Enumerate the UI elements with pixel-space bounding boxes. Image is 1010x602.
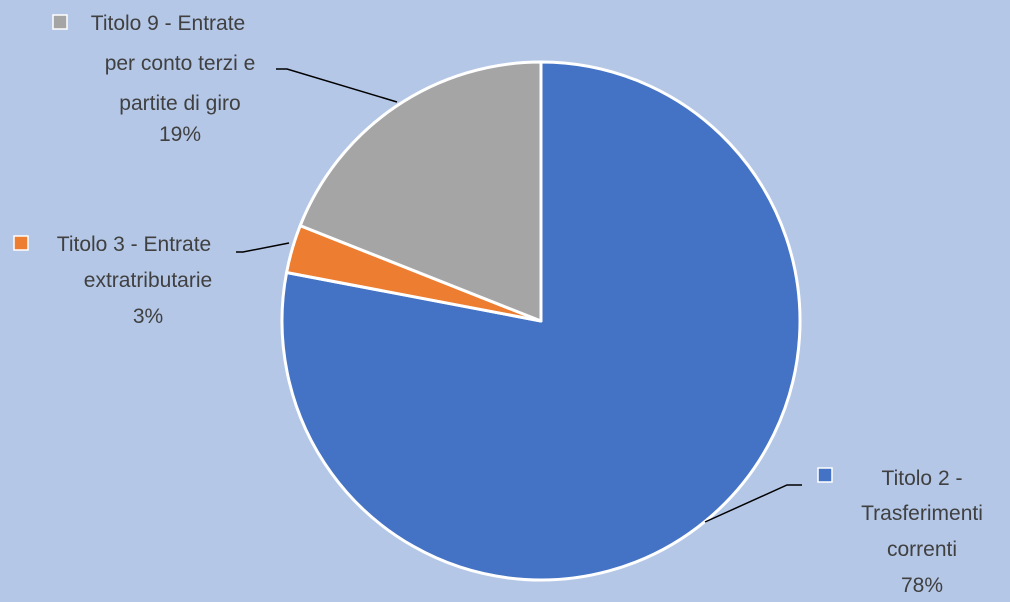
label-line: Trasferimenti bbox=[861, 502, 983, 525]
label-line: extratributarie bbox=[84, 269, 212, 292]
pie-slices bbox=[280, 60, 802, 582]
label-line: correnti bbox=[887, 538, 957, 561]
leader-line-titolo-3 bbox=[236, 242, 290, 253]
leader-line-titolo-2 bbox=[704, 484, 802, 523]
label-line: Titolo 9 - Entrate bbox=[91, 12, 245, 35]
data-label-titolo-3: Titolo 3 - Entrate extratributarie 3% bbox=[13, 233, 212, 328]
data-labels: Titolo 9 - Entrate per conto terzi e par… bbox=[13, 12, 983, 597]
leader-lines bbox=[236, 68, 802, 523]
legend-key-titolo-2 bbox=[817, 467, 833, 483]
label-percent: 78% bbox=[901, 574, 943, 597]
legend-key-titolo-3 bbox=[13, 235, 29, 251]
label-line: Titolo 2 - bbox=[882, 467, 963, 490]
data-label-titolo-2: Titolo 2 - Trasferimenti correnti 78% bbox=[817, 467, 983, 597]
label-percent: 3% bbox=[133, 305, 163, 328]
label-line: partite di giro bbox=[119, 92, 240, 115]
label-line: Titolo 3 - Entrate bbox=[57, 233, 211, 256]
label-percent: 19% bbox=[159, 123, 201, 146]
legend-key-titolo-9 bbox=[52, 14, 68, 30]
pie-slice-3 bbox=[298, 60, 543, 323]
data-label-titolo-9: Titolo 9 - Entrate per conto terzi e par… bbox=[52, 12, 256, 146]
leader-line-titolo-9 bbox=[276, 68, 398, 103]
label-line: per conto terzi e bbox=[105, 52, 256, 75]
